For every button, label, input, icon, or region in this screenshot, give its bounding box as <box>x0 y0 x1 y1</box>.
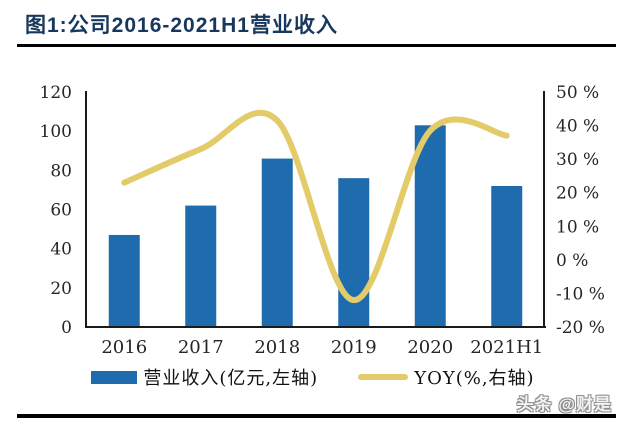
right-axis-tick: 0 % <box>556 251 588 271</box>
legend-item-yoy: YOY(%,右轴) <box>358 364 534 390</box>
chart-legend: 营业收入(亿元,左轴) YOY(%,右轴) <box>0 364 626 390</box>
x-axis-label: 2021H1 <box>470 337 543 358</box>
left-axis-tick: 20 <box>50 279 72 299</box>
watermark: 头条 @财是 <box>516 395 612 414</box>
revenue-bar <box>185 205 217 327</box>
right-axis-tick: 40 % <box>556 117 599 137</box>
yoy-line-swatch-icon <box>358 374 409 380</box>
right-axis-tick: 20 % <box>556 184 599 204</box>
revenue-bar <box>108 234 140 327</box>
yoy-line <box>121 109 510 304</box>
right-axis-tick: -10 % <box>556 284 605 304</box>
x-axis-label: 2016 <box>101 337 147 358</box>
legend-item-revenue: 营业收入(亿元,左轴) <box>91 364 318 390</box>
revenue-bar <box>491 186 523 327</box>
revenue-bar <box>261 158 293 327</box>
revenue-bar <box>414 125 446 328</box>
bottom-divider-rule <box>17 414 616 418</box>
left-axis-tick: 40 <box>50 240 72 260</box>
left-axis-tick: 60 <box>50 201 72 221</box>
x-axis-label: 2019 <box>331 337 377 358</box>
left-axis-tick: 80 <box>50 161 72 181</box>
left-axis-tick: 120 <box>40 83 72 103</box>
revenue-bar <box>338 178 370 327</box>
right-axis-tick: 30 % <box>556 150 599 170</box>
x-axis-label: 2020 <box>407 337 453 358</box>
x-axis-label: 2018 <box>254 337 300 358</box>
x-axis-label: 2017 <box>178 337 224 358</box>
left-axis-tick: 100 <box>40 122 72 142</box>
right-axis-tick: 10 % <box>556 217 599 237</box>
right-axis-tick: 50 % <box>556 83 599 103</box>
legend-label-yoy: YOY(%,右轴) <box>414 368 535 389</box>
left-axis-tick: 0 <box>61 318 72 338</box>
title-divider-rule <box>17 44 616 47</box>
right-axis-tick: -20 % <box>556 318 605 338</box>
legend-label-revenue: 营业收入(亿元,左轴) <box>143 368 319 389</box>
figure-title: 图1:公司2016-2021H1营业收入 <box>25 14 338 37</box>
revenue-bar-swatch-icon <box>91 370 138 384</box>
